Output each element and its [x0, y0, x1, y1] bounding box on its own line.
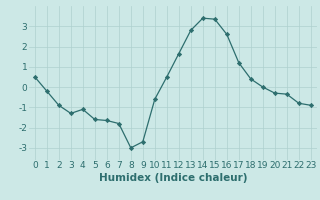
X-axis label: Humidex (Indice chaleur): Humidex (Indice chaleur) — [99, 173, 247, 183]
